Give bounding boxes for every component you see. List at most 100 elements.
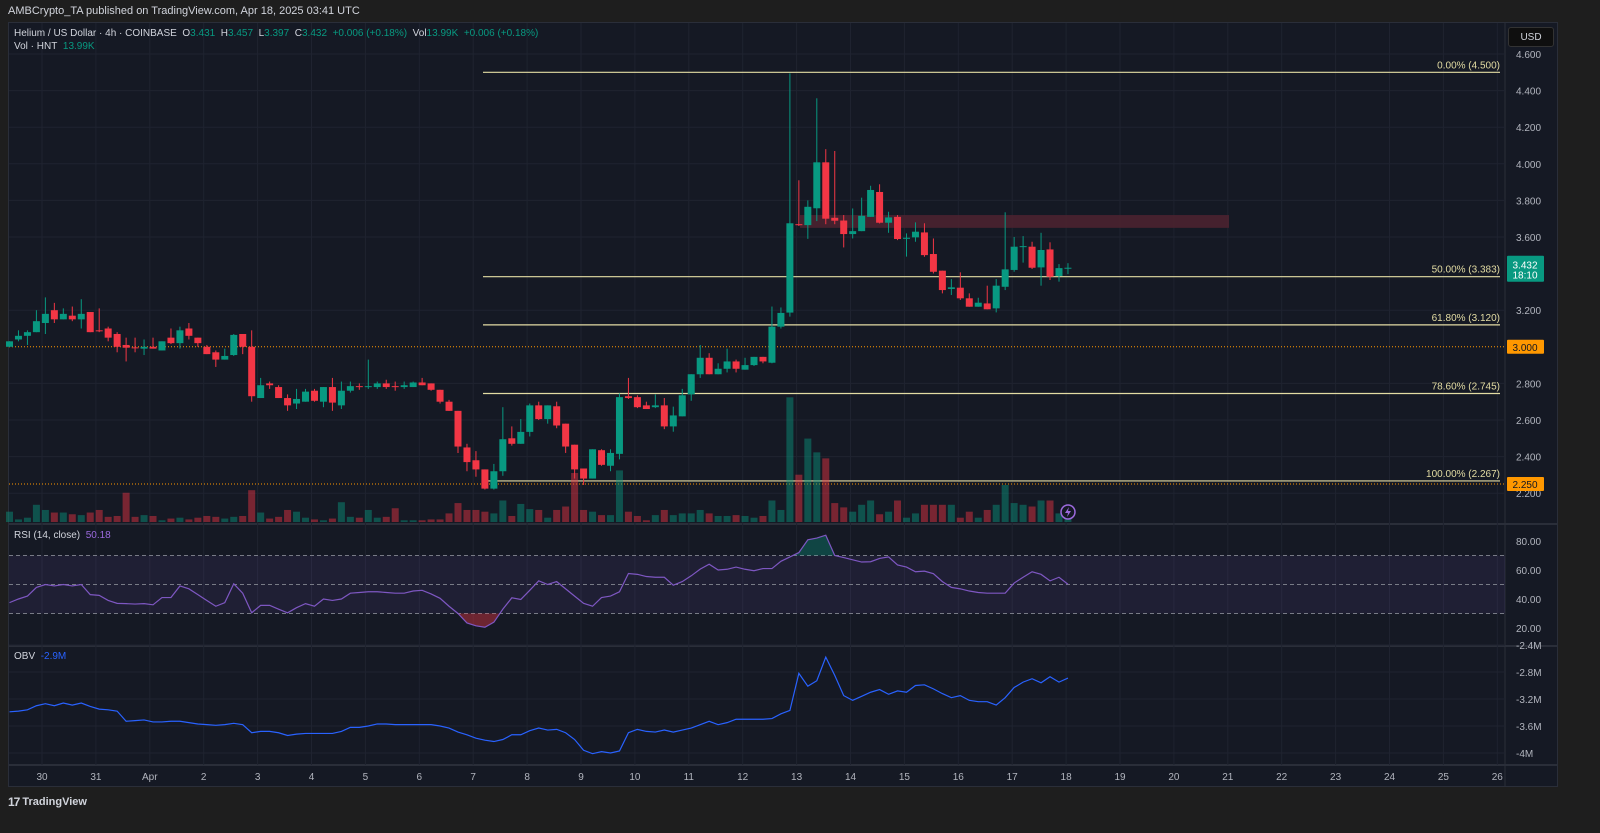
- volume-bar: [517, 503, 525, 522]
- volume-bar: [490, 513, 498, 522]
- candle-body: [508, 438, 516, 444]
- rsi-tick-label: 40.00: [1516, 595, 1541, 606]
- candle-body: [876, 191, 884, 223]
- volume-bar: [822, 458, 830, 522]
- publish-line: AMBCrypto_TA published on TradingView.co…: [8, 5, 360, 17]
- candle-body: [463, 447, 471, 463]
- candle-body: [391, 386, 399, 388]
- candle-body: [337, 390, 345, 406]
- volume-bar: [418, 520, 426, 522]
- volume-bar: [606, 515, 614, 522]
- candle-body: [50, 310, 58, 320]
- rsi-overbought-fill: [9, 535, 1068, 556]
- chart-frame[interactable]: [8, 22, 1558, 787]
- candle-body: [284, 398, 292, 406]
- volume-bar: [481, 511, 489, 522]
- candle-body: [624, 396, 632, 399]
- candle-body: [302, 391, 310, 402]
- candle-body: [490, 471, 498, 489]
- volume-bar: [1037, 500, 1045, 522]
- volume-bar: [68, 514, 76, 522]
- resistance-zone-layer: [800, 215, 1229, 228]
- volume-bar: [176, 517, 184, 522]
- candle-body: [687, 374, 695, 395]
- volume-bar: [759, 515, 767, 522]
- volume-bar: [1001, 485, 1009, 522]
- volume-bar: [230, 516, 238, 522]
- volume-bar: [768, 500, 776, 522]
- candle-body: [992, 285, 1000, 309]
- volume-bar: [678, 513, 686, 522]
- volume-bar: [911, 513, 919, 522]
- candle-body: [741, 365, 749, 370]
- candle-body: [346, 386, 354, 391]
- obv-tick-label: -4M: [1516, 749, 1533, 760]
- rsi-tick-label: 20.00: [1516, 624, 1541, 635]
- volume-bar: [77, 515, 85, 522]
- volume-bar: [6, 511, 13, 522]
- candle-body: [59, 313, 67, 320]
- time-tick-label: 30: [36, 772, 48, 783]
- rsi-tick-label: 60.00: [1516, 566, 1541, 577]
- current-price-label: 3.432: [1512, 261, 1537, 272]
- candle-body: [104, 328, 112, 338]
- candle-body: [23, 332, 31, 336]
- candle-body: [194, 337, 202, 344]
- candle-body: [122, 344, 130, 348]
- candle-body: [947, 287, 955, 289]
- time-tick-label: 12: [737, 772, 749, 783]
- candle-body: [131, 347, 139, 349]
- volume-bar: [257, 512, 265, 522]
- volume-bar: [831, 503, 839, 522]
- resistance-zone: [800, 215, 1229, 228]
- candle-body: [176, 330, 184, 344]
- candle-body: [1064, 267, 1072, 269]
- candle-body: [257, 385, 265, 399]
- candle-body: [633, 397, 641, 408]
- time-tick-label: 15: [899, 772, 911, 783]
- volume-bar: [553, 509, 561, 522]
- vol-label: Vol: [412, 28, 427, 39]
- candle-body: [409, 382, 417, 388]
- obv-legend[interactable]: OBV -2.9M: [14, 651, 66, 662]
- volume-bar: [813, 452, 821, 522]
- currency-button[interactable]: USD: [1508, 27, 1554, 47]
- volume-bar: [499, 500, 507, 522]
- tradingview-logo[interactable]: 17 TradingView: [8, 795, 87, 809]
- time-tick-label: 6: [417, 772, 423, 783]
- candle-body: [418, 382, 426, 386]
- volume-bar: [651, 515, 659, 522]
- candle-body: [400, 385, 408, 388]
- volume-bar: [41, 509, 49, 522]
- candle-body: [562, 423, 570, 447]
- volume-bar: [266, 518, 274, 522]
- candle-body: [598, 450, 606, 465]
- volume-bar: [903, 517, 910, 522]
- current-price-badge: [1507, 255, 1544, 282]
- candle-body: [481, 469, 489, 489]
- volume-bar: [804, 438, 812, 522]
- candle-body: [544, 405, 552, 420]
- volume-bar: [956, 517, 964, 522]
- volume-legend[interactable]: Vol · HNT 13.99K: [14, 41, 95, 52]
- rsi-legend[interactable]: RSI (14, close) 50.18: [14, 530, 111, 541]
- candle-body: [355, 386, 363, 388]
- volume-bar: [86, 512, 94, 522]
- high-label: H: [220, 28, 228, 39]
- symbol-name[interactable]: Helium / US Dollar · 4h · COINBASE: [14, 28, 177, 39]
- candle-body: [526, 405, 534, 432]
- candle-body: [858, 215, 866, 232]
- candle-body: [1010, 246, 1018, 270]
- volume-bar: [858, 504, 866, 522]
- candle-body: [768, 326, 776, 363]
- candles: [6, 73, 1072, 490]
- time-tick-label: Apr: [142, 772, 158, 783]
- volume-bar: [140, 515, 148, 522]
- lightning-icon[interactable]: [1060, 504, 1076, 520]
- volume-bar: [328, 518, 336, 522]
- price-tick-label: 2.600: [1516, 416, 1541, 427]
- candle-body: [41, 313, 49, 324]
- volume-bar: [310, 519, 318, 522]
- volume-bar: [840, 507, 848, 522]
